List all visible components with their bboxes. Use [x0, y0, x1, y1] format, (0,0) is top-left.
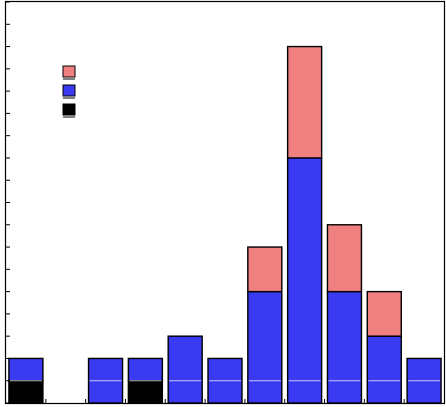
- bar-segment-blue-5: [167, 335, 203, 404]
- bar-segment-red-7: [247, 246, 283, 293]
- legend-swatch-black: [62, 103, 76, 116]
- bars-layer: [8, 45, 442, 404]
- legend: [62, 65, 76, 118]
- legend-swatch-red: [62, 65, 76, 78]
- bar-segment-red-10: [366, 290, 402, 337]
- axes-layer: [6, 1, 405, 404]
- bar-segment-black-4: [127, 380, 164, 404]
- plot-frame: [4, 0, 446, 405]
- legend-swatch-blue: [62, 84, 76, 97]
- bar-segment-blue-8: [286, 157, 323, 404]
- bar-segment-blue-10: [366, 335, 402, 404]
- bar-segment-blue-9: [326, 290, 363, 404]
- bar-segment-black-1: [8, 380, 44, 404]
- bar-segment-red-8: [286, 45, 323, 159]
- bar-segment-blue-7: [247, 290, 283, 404]
- bar-segment-blue-1: [8, 357, 44, 382]
- bar-segment-blue-4: [127, 357, 164, 382]
- bar-segment-red-9: [326, 224, 363, 293]
